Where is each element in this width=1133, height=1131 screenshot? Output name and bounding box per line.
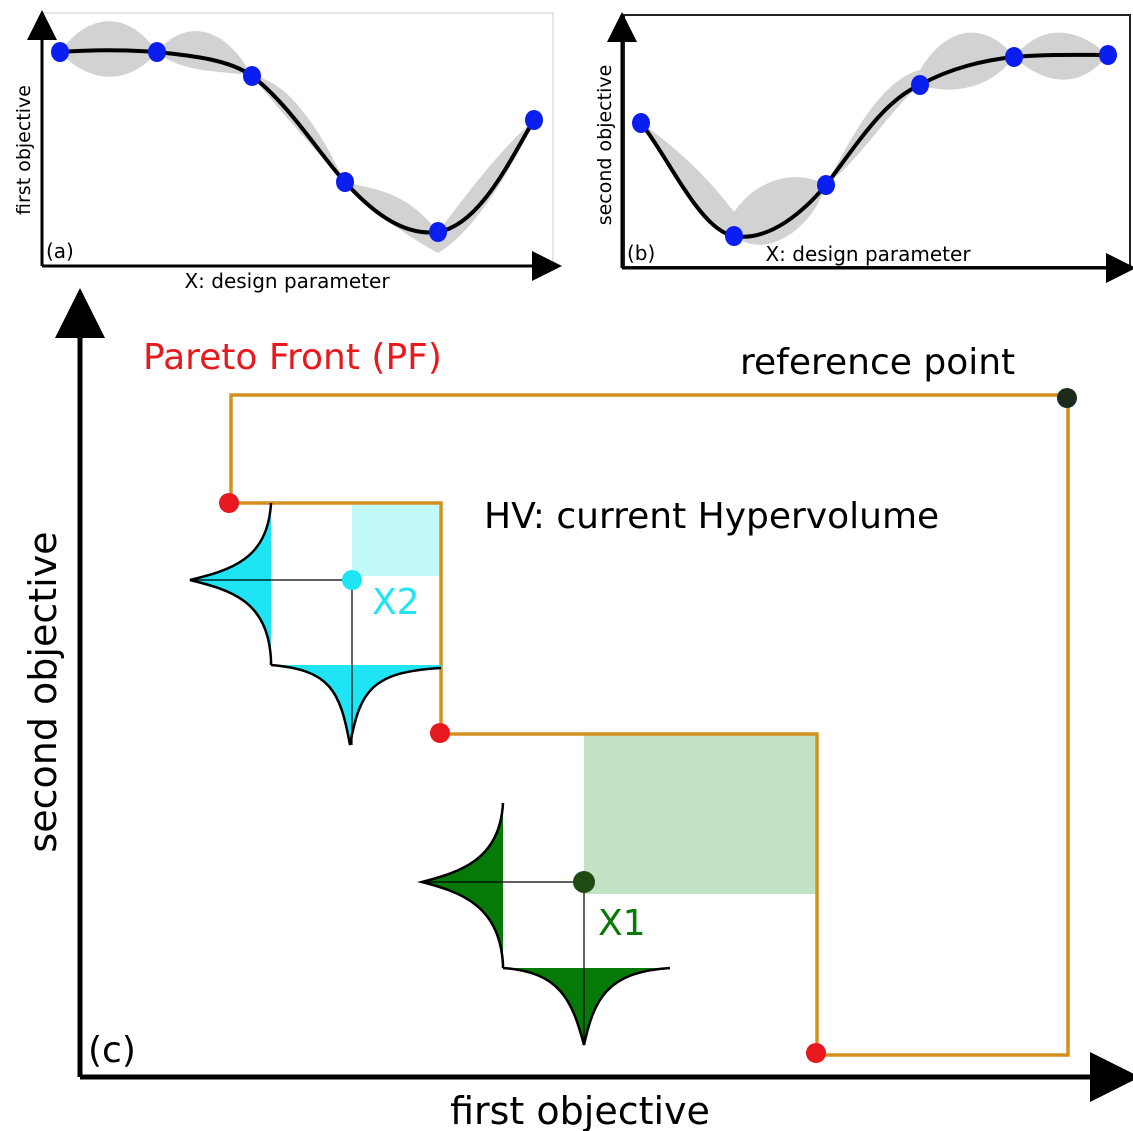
panel-b-points (632, 45, 1117, 246)
pareto-point (430, 723, 450, 743)
panel-a: (a) X: design parameter first objective (13, 10, 562, 293)
panel-b-point (817, 175, 835, 195)
x1-vertical-density (422, 803, 503, 965)
x2-horizontal-density-outline (270, 663, 442, 746)
x2-label: X2 (372, 582, 420, 623)
x2-distribution (189, 502, 442, 746)
x2-vertical-density (190, 503, 271, 660)
panel-b-uncertainty-band (641, 32, 1108, 245)
panel-a-points (51, 42, 543, 242)
panel-c-y-label: second objective (21, 531, 65, 852)
panel-b: (b) X: design parameter second objective (594, 12, 1133, 283)
panel-b-point (1005, 47, 1023, 67)
panel-a-point (336, 172, 354, 192)
panel-a-point (51, 42, 69, 62)
panel-a-x-label: X: design parameter (184, 269, 390, 293)
pareto-points (219, 493, 826, 1063)
panel-b-point (725, 226, 743, 246)
panel-a-uncertainty-band (60, 21, 534, 254)
hypervolume-label: HV: current Hypervolume (484, 496, 939, 537)
panel-b-x-label: X: design parameter (765, 242, 971, 266)
pareto-point (219, 493, 239, 513)
reference-point (1057, 388, 1077, 408)
panel-a-point (525, 110, 543, 130)
x2-improvement-region (352, 504, 442, 576)
panel-a-point (243, 66, 261, 86)
hypervolume-boundary (229, 393, 1070, 1057)
panel-c-x-label: first objective (450, 1089, 710, 1131)
panel-a-tag: (a) (46, 239, 74, 263)
panel-b-y-label: second objective (594, 65, 616, 226)
x1-label: X1 (598, 903, 646, 944)
panel-c: Pareto Front (PF) reference point HV: cu… (21, 288, 1133, 1131)
panel-b-point (632, 113, 650, 133)
panel-b-point (911, 75, 929, 95)
panel-b-point (1099, 45, 1117, 65)
panel-b-tag: (b) (627, 241, 655, 265)
x1-improvement-region (584, 734, 818, 894)
x1-horizontal-density (503, 968, 670, 1045)
x2-point (342, 570, 362, 590)
panel-c-tag: (c) (88, 1030, 136, 1071)
panel-a-point (148, 42, 166, 62)
panel-a-y-label: first objective (13, 85, 35, 215)
pareto-front-label: Pareto Front (PF) (143, 337, 442, 378)
x2-horizontal-density (271, 665, 441, 745)
panel-a-point (429, 222, 447, 242)
pareto-point (806, 1043, 826, 1063)
x1-point (573, 871, 595, 893)
x1-distribution (417, 802, 671, 1046)
reference-point-label: reference point (740, 342, 1015, 383)
